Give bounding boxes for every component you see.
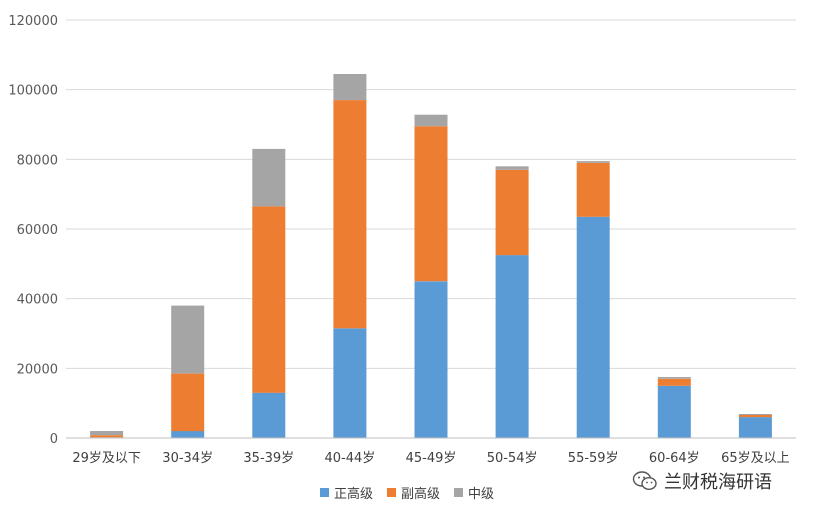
y-tick-label: 40000	[17, 293, 58, 308]
bar-segment	[738, 414, 772, 415]
bar-segment	[414, 126, 448, 282]
x-tick-label: 29岁及以下	[72, 451, 141, 466]
bar-segment	[252, 148, 286, 207]
legend-label: 中级	[468, 486, 495, 502]
x-tick-label: 40-44岁	[325, 451, 376, 466]
bar-segment	[171, 305, 205, 374]
bar-segment	[495, 255, 529, 438]
y-tick-label: 20000	[17, 362, 58, 377]
y-tick-label: 0	[50, 432, 58, 447]
x-tick-label: 65岁及以上	[721, 451, 790, 466]
watermark: 兰财税海研语	[632, 468, 772, 494]
bar-segment	[495, 169, 529, 256]
bar-segment	[252, 206, 286, 393]
bar-segment	[576, 216, 610, 438]
legend-swatch	[319, 487, 329, 497]
y-tick-label: 100000	[8, 84, 58, 99]
bar-segment	[576, 162, 610, 217]
x-tick-label: 55-59岁	[568, 451, 619, 466]
bar-segment	[414, 114, 448, 127]
x-tick-label: 30-34岁	[162, 451, 213, 466]
bar-segment	[171, 373, 205, 432]
bar-segment	[252, 392, 286, 438]
y-tick-label: 60000	[17, 223, 58, 238]
bars	[90, 74, 772, 439]
bar-segment	[657, 377, 691, 379]
bar-segment	[414, 281, 448, 439]
x-tick-label: 60-64岁	[649, 451, 700, 466]
legend-swatch	[454, 487, 463, 497]
legend-swatch	[386, 487, 396, 497]
x-axis-ticks: 29岁及以下 30-34岁 35-39岁 40-44岁 45-49岁 50-54岁 55-5…	[72, 451, 789, 466]
bar-segment	[657, 378, 691, 386]
bar-segment	[333, 328, 367, 438]
y-axis-ticks: 0 20000 40000 60000 80000 100000 120000	[8, 14, 58, 447]
bar-segment	[495, 166, 529, 170]
bar-segment	[738, 415, 772, 418]
legend-label: 正高级	[333, 486, 373, 502]
bar-segment	[90, 435, 124, 438]
bar-segment	[90, 431, 124, 436]
bar-segment	[576, 161, 610, 163]
bar-segment	[333, 100, 367, 329]
y-tick-label: 120000	[8, 14, 58, 29]
y-tick-label: 80000	[17, 153, 58, 168]
legend-item-zhenggaoji: 正高级	[319, 483, 373, 502]
legend: 正高级 副高级 中级	[0, 480, 814, 504]
legend-label: 副高级	[400, 486, 440, 502]
x-tick-label: 50-54岁	[487, 451, 538, 466]
legend-item-fugaoji: 副高级	[386, 483, 440, 502]
x-tick-label: 45-49岁	[406, 451, 457, 466]
bar-segment	[333, 74, 367, 101]
bar-segment	[738, 417, 772, 438]
legend-item-zhongji: 中级	[454, 483, 494, 502]
bar-segment	[657, 385, 691, 439]
x-tick-label: 35-39岁	[243, 451, 294, 466]
bar-segment	[171, 431, 205, 438]
wechat-icon	[632, 471, 657, 491]
watermark-text: 兰财税海研语	[664, 472, 772, 493]
